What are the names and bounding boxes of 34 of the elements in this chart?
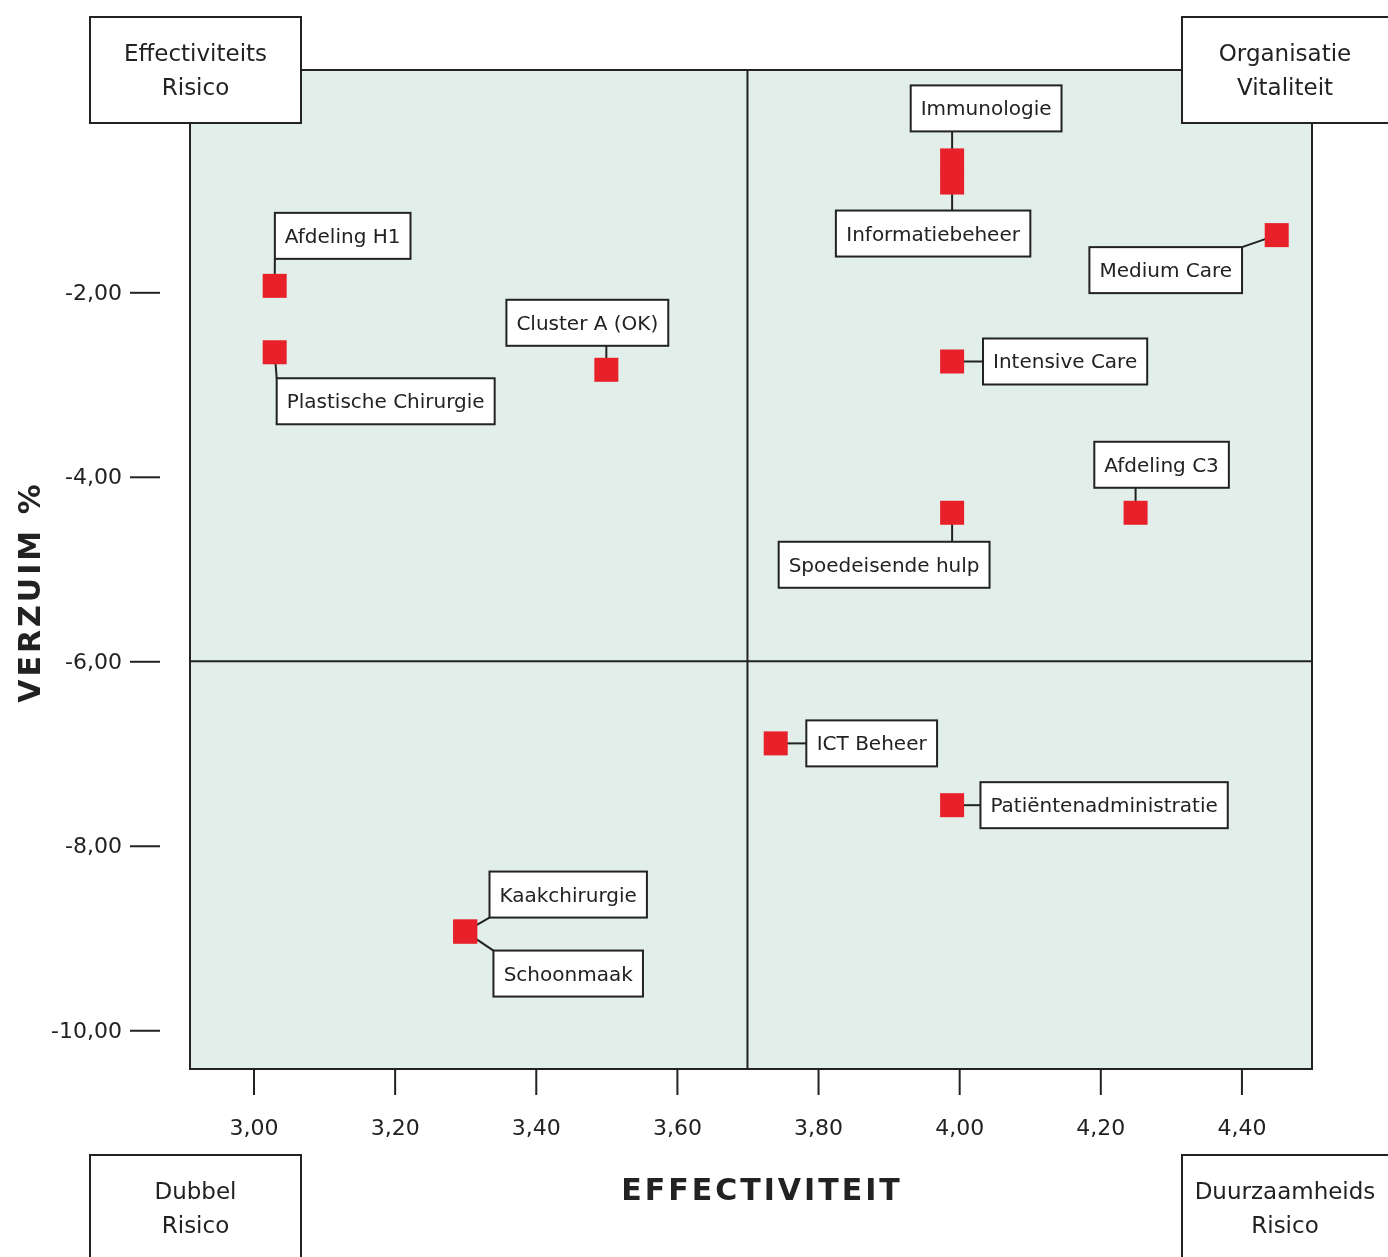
annotation: Intensive Care: [993, 349, 1138, 374]
y-tick-label: -4,00: [65, 464, 122, 490]
annotation: Immunologie: [920, 96, 1052, 121]
x-tick-label: 3,60: [652, 1114, 702, 1140]
annotation: Kaakchirurgie: [499, 882, 637, 907]
x-tick-label: 3,80: [794, 1114, 844, 1140]
annotation: Afdeling C3: [1104, 452, 1219, 477]
annotation: Informatiebeheer: [846, 221, 1021, 246]
annotation: Spoedeisende hulp: [788, 552, 980, 577]
y-tick-label: -10,00: [51, 1017, 122, 1043]
x-tick-label: 4,00: [935, 1114, 985, 1140]
x-tick-label: 4,40: [1217, 1114, 1267, 1140]
y-axis-title: VERZUIM %: [12, 481, 47, 703]
corner-label-box: Organisatie Vitaliteit: [1181, 16, 1388, 124]
corner-label-box: Duurzaamheids Risico: [1181, 1154, 1388, 1257]
x-tick-label: 4,20: [1076, 1114, 1126, 1140]
y-tick-label: -6,00: [65, 648, 122, 674]
annotation: Schoonmaak: [503, 961, 634, 986]
corner-label-box: Effectiviteits Risico: [89, 16, 302, 124]
corner-label-box: Dubbel Risico: [89, 1154, 302, 1257]
annotation: Organisatie Vitaliteit: [1218, 40, 1352, 100]
x-tick-label: 3,40: [511, 1114, 561, 1140]
y-tick-label: -2,00: [65, 279, 122, 305]
annotation: Effectiviteits Risico: [123, 40, 268, 100]
annotation: Cluster A (OK): [516, 310, 659, 335]
y-tick-label: -8,00: [65, 833, 122, 859]
annotation: Afdeling H1: [284, 223, 401, 248]
annotation: Plastische Chirurgie: [286, 389, 485, 414]
annotation: Patiëntenadministratie: [990, 793, 1218, 818]
annotation: Medium Care: [1099, 258, 1233, 283]
annotation: ICT Beheer: [816, 731, 928, 756]
x-tick-label: 3,00: [229, 1114, 279, 1140]
x-tick-label: 3,20: [370, 1114, 420, 1140]
x-axis-title: EFFECTIVITEIT: [621, 1172, 903, 1207]
